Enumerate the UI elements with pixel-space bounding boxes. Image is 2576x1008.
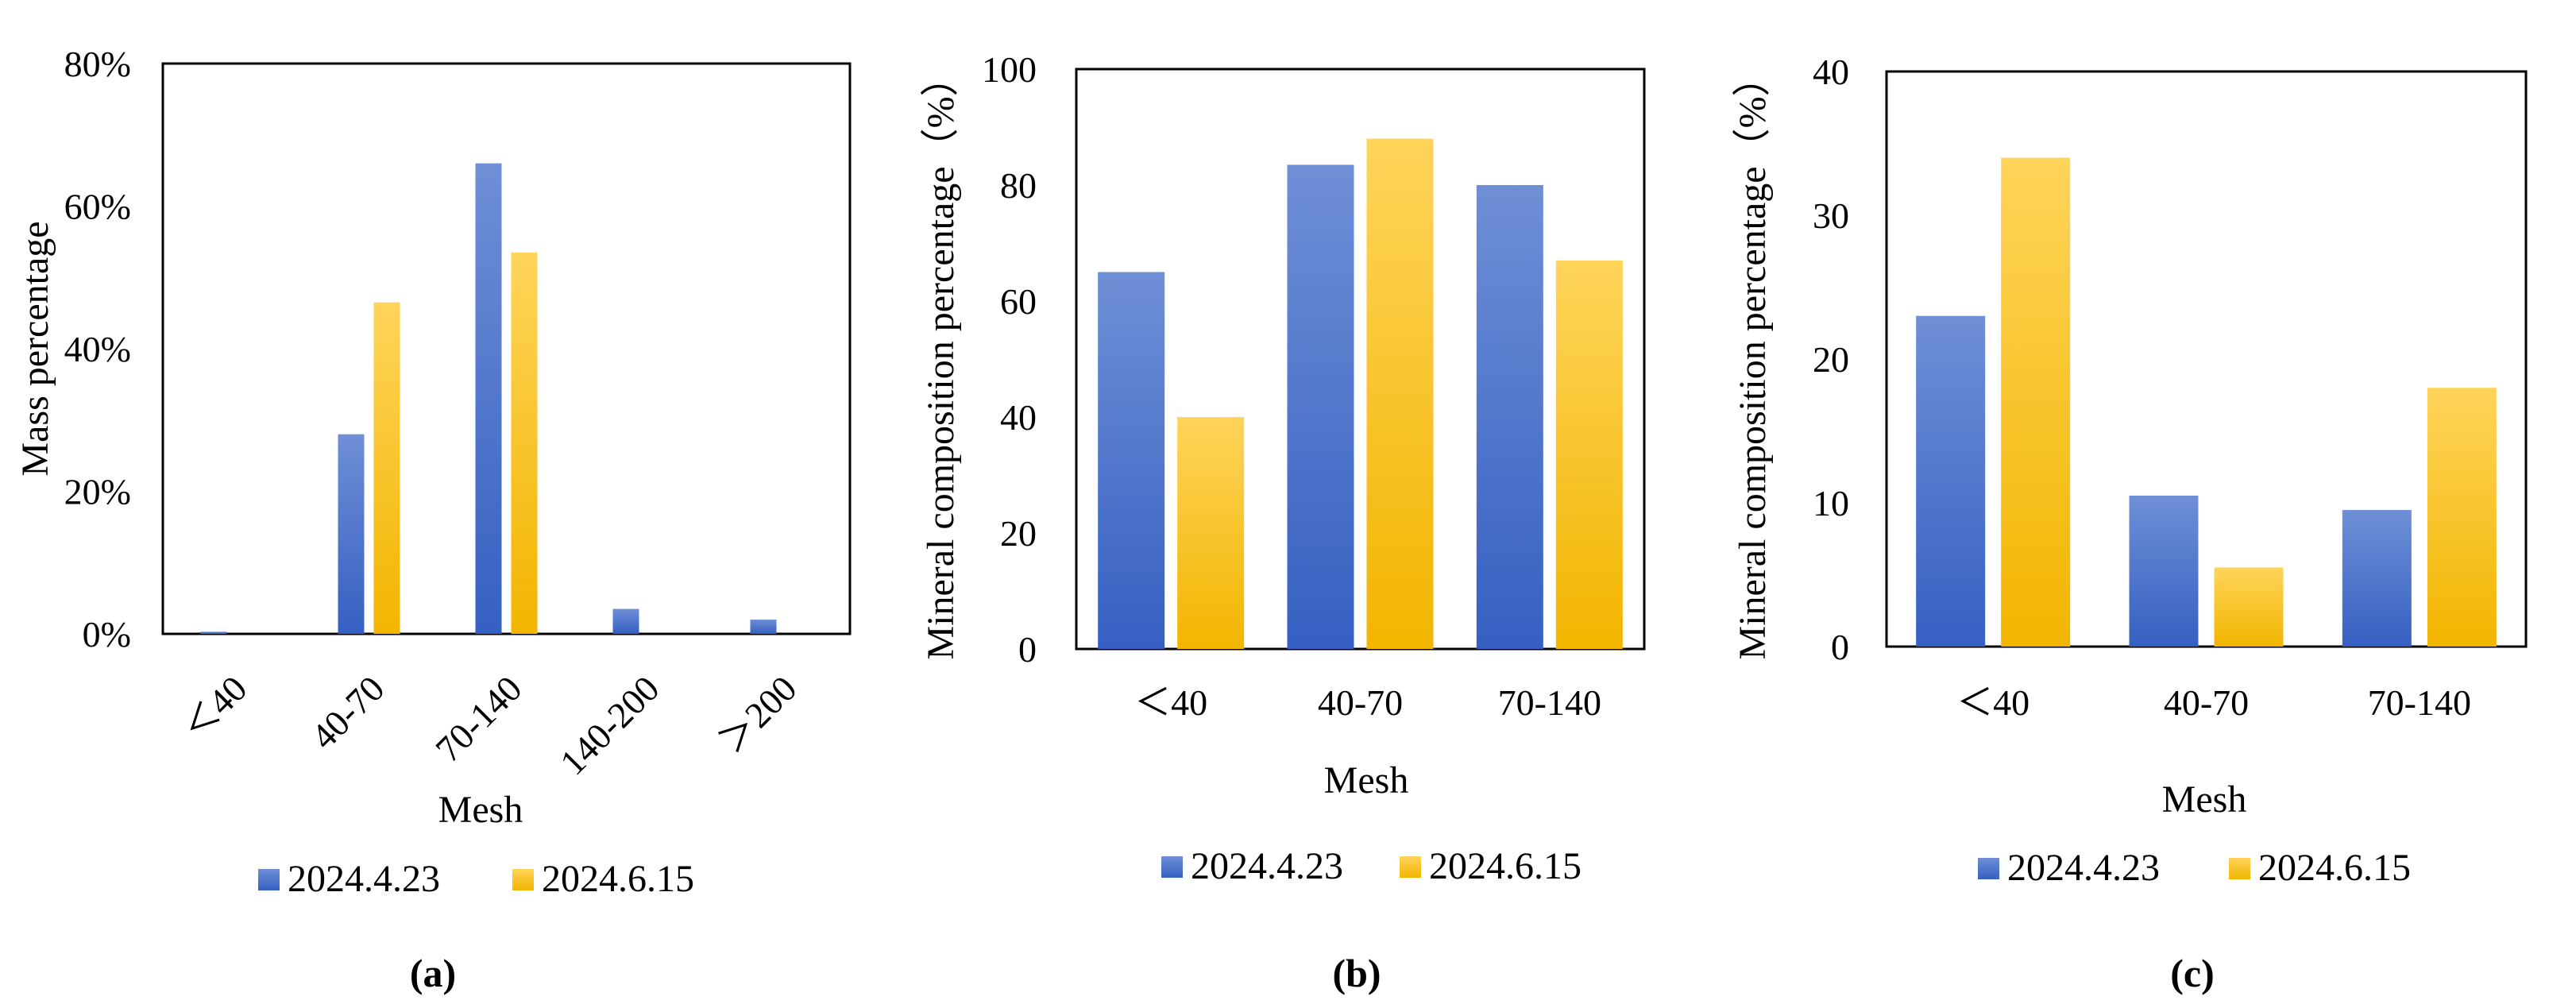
bar-b-2024-6-15-40-70 (1366, 138, 1434, 650)
plot-frame-c (1885, 70, 2528, 648)
x-tick-label-a-40-70: 40-70 (303, 668, 392, 757)
panel-label-b: (b) (1332, 951, 1381, 995)
y-tick-label-a-60-: 60% (64, 187, 131, 227)
chart-panel-c: 0 10 20 30 40 ＜40 40-70 70-140 Mineral composi… (1732, 52, 2528, 995)
x-axis-title-b: Mesh (1324, 759, 1409, 801)
x-tick-label-a-70-140: 70-140 (427, 668, 529, 770)
legend-b: 2024.4.23 2024.6.15 (1161, 845, 1582, 887)
x-tick-labels-a: ＜40 40-70 70-140 140-200 ＞200 (174, 668, 804, 782)
chart-panel-a: 0% 20% 40% 60% 80% ＜40 40-70 70-140 140-200 ＞200… (14, 44, 852, 995)
legend-label-a-2024-6-15: 2024.6.15 (542, 858, 694, 900)
x-tick-label-b-40-70: 40-70 (1318, 682, 1403, 723)
y-tick-label-c-40: 40 (1813, 52, 1849, 92)
legend-swatch-c-2024-4-23 (1978, 858, 1999, 879)
bar-a-2024-4-23-70-140 (475, 163, 502, 634)
plot-frame-a (161, 62, 852, 635)
legend-label-b-2024-6-15: 2024.6.15 (1429, 845, 1582, 887)
y-tick-label-c-10: 10 (1813, 483, 1849, 523)
y-tick-label-a-20-: 20% (64, 472, 131, 512)
y-tick-labels-c: 0 10 20 30 40 (1813, 52, 1849, 667)
bar-b-2024-4-23-40-70 (1287, 164, 1354, 649)
y-tick-label-a-0-: 0% (83, 614, 131, 655)
plot-frame-b (1075, 68, 1646, 651)
y-tick-label-b-20: 20 (1000, 513, 1037, 554)
bar-c-2024-4-23-40-70 (2129, 495, 2199, 647)
bar-a-2024-4-23--40 (200, 631, 227, 634)
bar-b-2024-4-23--40 (1098, 272, 1165, 649)
legend-swatch-b-2024-6-15 (1400, 856, 1421, 878)
legend-swatch-c-2024-6-15 (2229, 858, 2250, 879)
y-tick-label-b-40: 40 (1000, 397, 1037, 438)
legend-swatch-b-2024-4-23 (1161, 856, 1183, 878)
y-tick-label-c-0: 0 (1831, 627, 1849, 667)
y-tick-labels-b: 0 20 40 60 80 100 (982, 49, 1037, 670)
y-tick-label-b-80: 80 (1000, 165, 1037, 206)
bars-a (200, 163, 777, 634)
y-axis-title-a: Mass percentage (14, 221, 56, 476)
y-tick-label-b-100: 100 (982, 49, 1037, 90)
y-tick-labels-a: 0% 20% 40% 60% 80% (64, 44, 131, 655)
bar-a-2024-6-15-40-70 (373, 302, 400, 634)
bar-c-2024-4-23--40 (1916, 315, 1986, 647)
y-tick-label-b-0: 0 (1018, 629, 1037, 670)
bar-a-2024-4-23--200 (750, 620, 777, 634)
x-tick-labels-c: ＜40 40-70 70-140 (1956, 682, 2471, 723)
y-tick-label-b-60: 60 (1000, 281, 1037, 322)
chart-panel-b: 0 20 40 60 80 100 ＜40 40-70 70-140 Mineral comp… (920, 49, 1646, 995)
x-tick-label-b--40: ＜40 (1134, 682, 1207, 723)
legend-a: 2024.4.23 2024.6.15 (258, 858, 694, 900)
bar-c-2024-4-23-70-140 (2342, 510, 2412, 647)
panel-label-a: (a) (410, 951, 456, 995)
y-axis-title-c: Mineral composition percentage（%） (1732, 58, 1774, 659)
bar-a-2024-4-23-140-200 (612, 608, 639, 634)
x-tick-label-a--200: ＞200 (711, 668, 804, 761)
bars-b (1098, 138, 1623, 650)
x-tick-label-c-70-140: 70-140 (2368, 682, 2471, 723)
bar-c-2024-6-15--40 (2001, 157, 2071, 647)
x-tick-label-a-140-200: 140-200 (552, 668, 666, 782)
x-tick-label-c--40: ＜40 (1956, 682, 2030, 723)
y-tick-label-a-40-: 40% (64, 329, 131, 369)
bar-b-2024-6-15-70-140 (1555, 260, 1623, 649)
legend-swatch-a-2024-6-15 (512, 869, 534, 890)
y-axis-title-b: Mineral composition percentage（%） (920, 58, 962, 659)
legend-swatch-a-2024-4-23 (258, 869, 280, 890)
legend-c: 2024.4.23 2024.6.15 (1978, 847, 2411, 889)
bars-c (1916, 157, 2497, 647)
bar-c-2024-6-15-70-140 (2427, 388, 2497, 647)
y-tick-label-c-30: 30 (1813, 195, 1849, 236)
bar-b-2024-4-23-70-140 (1476, 185, 1543, 649)
bar-c-2024-6-15-40-70 (2214, 567, 2284, 647)
x-tick-label-c-40-70: 40-70 (2164, 682, 2249, 723)
y-tick-label-a-80-: 80% (64, 44, 131, 84)
x-axis-title-a: Mesh (438, 789, 523, 831)
x-tick-labels-b: ＜40 40-70 70-140 (1134, 682, 1601, 723)
legend-label-c-2024-4-23: 2024.4.23 (2007, 847, 2160, 889)
y-tick-label-c-20: 20 (1813, 339, 1849, 380)
legend-label-b-2024-4-23: 2024.4.23 (1191, 845, 1343, 887)
bar-a-2024-6-15-70-140 (511, 252, 538, 634)
x-tick-label-b-70-140: 70-140 (1498, 682, 1601, 723)
x-axis-title-c: Mesh (2162, 778, 2247, 821)
legend-label-c-2024-6-15: 2024.6.15 (2258, 847, 2411, 889)
legend-label-a-2024-4-23: 2024.4.23 (288, 858, 440, 900)
panel-label-c: (c) (2170, 951, 2215, 995)
x-tick-label-a--40: ＜40 (174, 668, 254, 748)
bar-a-2024-4-23-40-70 (338, 434, 365, 634)
bar-b-2024-6-15--40 (1177, 417, 1245, 649)
